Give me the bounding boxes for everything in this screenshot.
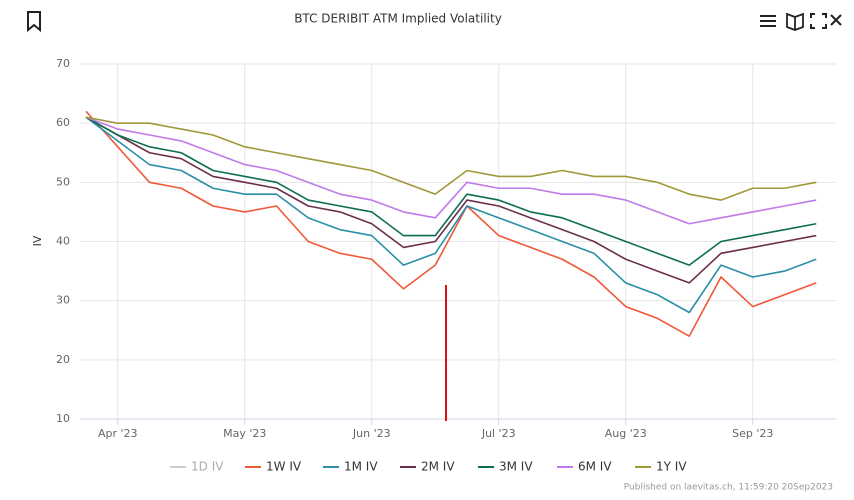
y-tick-label: 60 xyxy=(56,116,70,129)
series-line xyxy=(85,116,817,284)
y-tick-label: 70 xyxy=(56,57,70,70)
y-tick-label: 10 xyxy=(56,412,70,425)
legend-label: 1D IV xyxy=(191,460,224,474)
y-tick-label: 40 xyxy=(56,235,70,248)
legend-item[interactable]: 1W IV xyxy=(245,460,302,474)
series-line xyxy=(85,110,817,337)
y-tick-label: 50 xyxy=(56,175,70,188)
menu-icon[interactable] xyxy=(760,15,776,27)
series-line xyxy=(85,116,817,201)
legend-label: 2M IV xyxy=(421,460,455,474)
fullscreen-icon[interactable] xyxy=(810,13,827,29)
bookmark-icon[interactable] xyxy=(27,11,41,33)
legend-label: 3M IV xyxy=(499,460,533,474)
series-line xyxy=(85,116,817,266)
series-line xyxy=(85,116,817,225)
x-tick-label: Apr '23 xyxy=(98,427,138,440)
chart-title: BTC DERIBIT ATM Implied Volatility xyxy=(294,12,502,26)
legend-item[interactable]: 6M IV xyxy=(557,460,612,474)
credit: Published on laevitas.ch, 11:59:20 20Sep… xyxy=(624,483,833,493)
x-tick-label: Jun '23 xyxy=(352,427,391,440)
book-icon[interactable] xyxy=(786,12,804,31)
legend-item[interactable]: 1D IV xyxy=(170,460,224,474)
x-tick-label: May '23 xyxy=(223,427,266,440)
legend-label: 1Y IV xyxy=(656,460,687,474)
close-icon[interactable] xyxy=(830,14,842,26)
legend-item[interactable]: 2M IV xyxy=(400,460,455,474)
legend-label: 1W IV xyxy=(266,460,302,474)
legend-label: 6M IV xyxy=(578,460,612,474)
y-axis-label: IV xyxy=(31,235,44,246)
y-tick-label: 20 xyxy=(56,353,70,366)
x-tick-label: Jul '23 xyxy=(481,427,516,440)
legend-item[interactable]: 1M IV xyxy=(323,460,378,474)
x-tick-label: Aug '23 xyxy=(605,427,647,440)
series-line xyxy=(85,116,817,314)
y-tick-label: 30 xyxy=(56,294,70,307)
legend-item[interactable]: 3M IV xyxy=(478,460,533,474)
legend-label: 1M IV xyxy=(344,460,378,474)
legend-item[interactable]: 1Y IV xyxy=(635,460,687,474)
x-tick-label: Sep '23 xyxy=(732,427,773,440)
